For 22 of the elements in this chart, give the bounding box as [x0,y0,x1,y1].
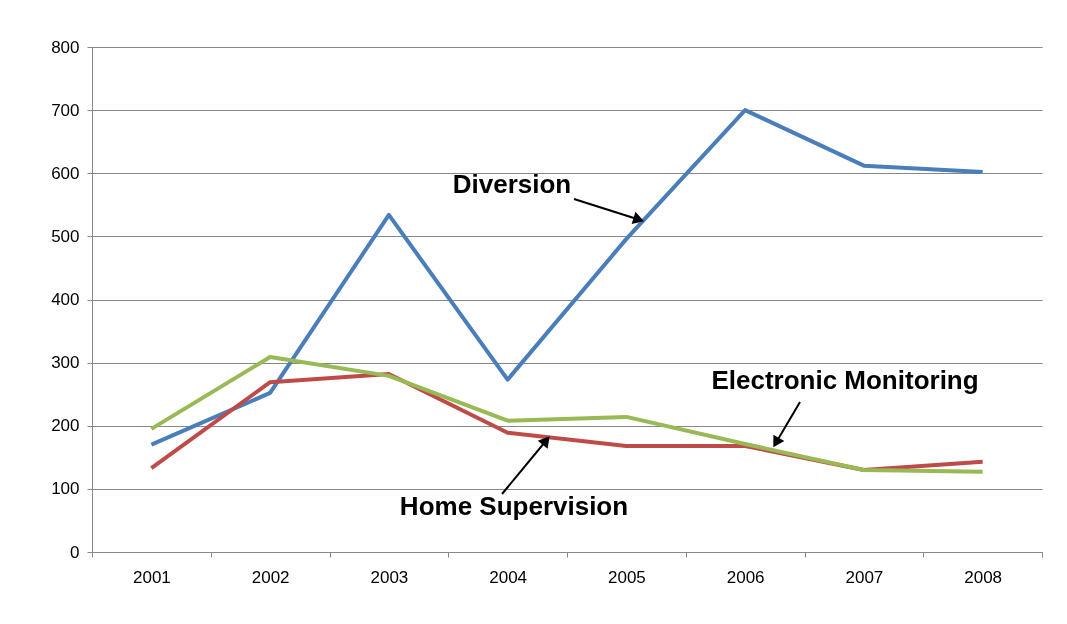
x-tick-label: 2007 [845,567,884,587]
y-tick-label: 300 [51,353,80,373]
series-label: Home Supervision [399,491,629,521]
y-tick-label: 0 [70,542,80,562]
x-tick-label: 2002 [251,567,290,587]
y-tick-label: 400 [51,290,80,309]
x-tick-label: 2008 [964,567,1003,587]
y-tick-label: 600 [51,163,80,183]
y-tick-label: 700 [51,100,80,120]
y-tick-label: 800 [51,37,80,57]
series-label: Electronic Monitoring [711,365,979,395]
line-series [149,354,985,474]
y-tick-label: 500 [51,226,80,246]
text: Diversion [452,169,572,199]
x-tick-label: 2001 [132,567,171,587]
x-tick-label: 2004 [489,567,528,587]
x-tick-label: 2005 [607,567,646,587]
line-series [149,108,985,447]
x-tick-label: 2006 [726,567,765,587]
y-tick-label: 200 [51,416,80,436]
y-tick-label: 100 [51,479,80,499]
x-tick-label: 2003 [370,567,409,587]
